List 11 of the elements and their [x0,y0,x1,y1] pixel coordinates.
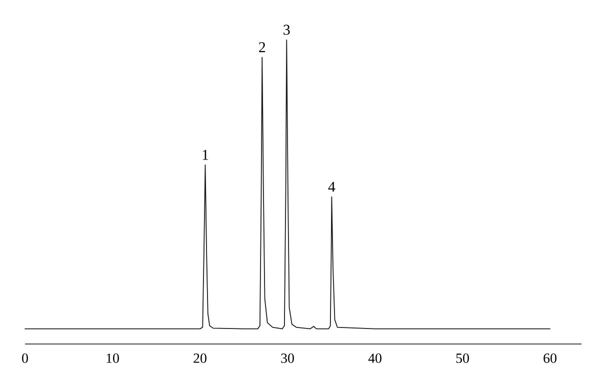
x-tick-label: 60 [544,354,556,363]
annotation: 3 [284,24,290,35]
x-tick-label: 0 [22,354,28,363]
x-tick-label: 10 [106,354,119,363]
x-tick-label: 30 [281,354,294,363]
annotation: 4 [328,182,336,192]
x-tick-label: 40 [368,354,382,363]
x-tick-label: 50 [456,354,469,363]
annotation: 2 [259,42,266,52]
annotation: 1 [202,150,208,160]
x-tick-label: 20 [194,354,206,363]
